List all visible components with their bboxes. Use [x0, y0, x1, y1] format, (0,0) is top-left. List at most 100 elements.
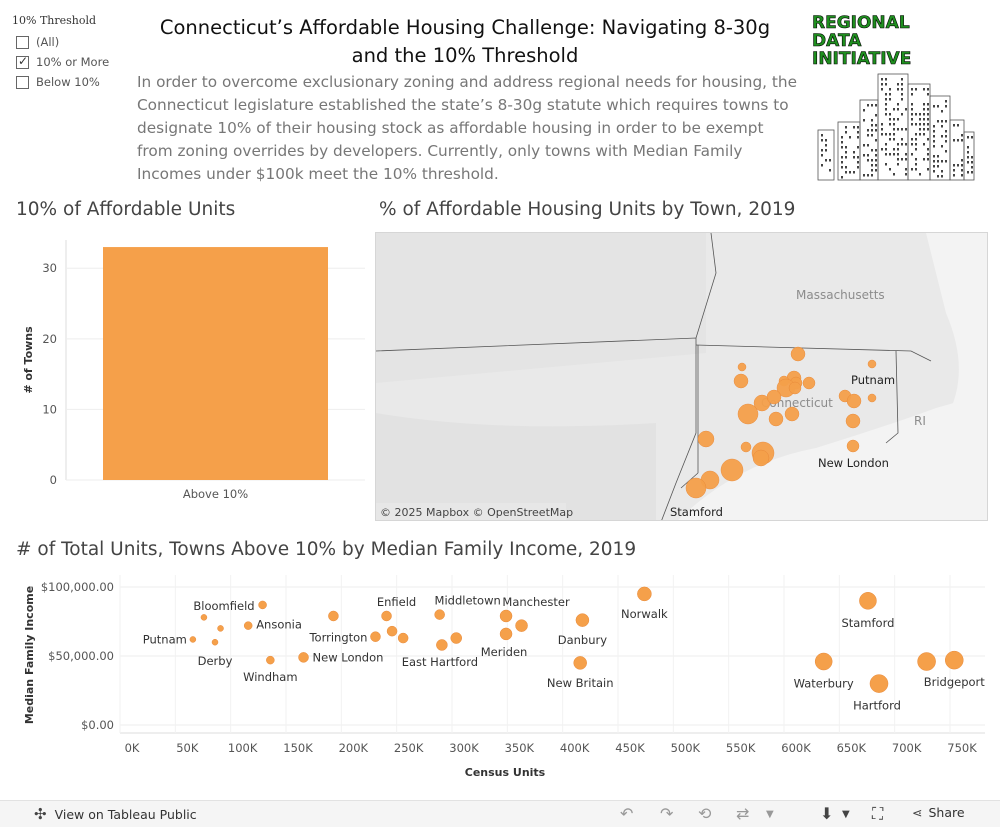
scatter-point[interactable]: [917, 652, 936, 671]
scatter-point[interactable]: [298, 652, 309, 663]
filter-option-below-10[interactable]: Below 10%: [16, 74, 100, 90]
map-town-bubble[interactable]: [845, 413, 861, 429]
filter-title: 10% Threshold: [12, 14, 97, 27]
scatter-point[interactable]: [189, 636, 197, 643]
scatter-point-label: Derby: [198, 654, 233, 668]
scatter-point[interactable]: [450, 632, 463, 644]
scatter-point[interactable]: [328, 610, 339, 622]
scatter-x-tick-label: 50K: [176, 741, 199, 755]
map-town-bubble[interactable]: [737, 362, 747, 372]
state-borders: [376, 233, 932, 520]
map-town-bubble[interactable]: [720, 458, 744, 482]
scatter-point[interactable]: [370, 631, 381, 642]
scatter-x-tick-label: 150K: [283, 741, 313, 755]
map-attribution: © 2025 Mapbox © OpenStreetMap: [380, 506, 573, 519]
map-town-bubble[interactable]: [752, 449, 770, 467]
scatter-point[interactable]: [869, 674, 889, 693]
scatter-x-tick-label: 700K: [892, 741, 922, 755]
scatter-x-axis-label: Census Units: [465, 766, 546, 779]
scatter-point-label: Meriden: [481, 645, 528, 659]
scatter-point[interactable]: [499, 627, 513, 641]
scatter-point[interactable]: [266, 655, 275, 665]
map-label-new-london: New London: [818, 456, 889, 470]
map-town-bubble[interactable]: [846, 439, 860, 453]
share-label: Share: [928, 805, 965, 820]
map-town-bubble[interactable]: [802, 376, 816, 390]
scatter-point[interactable]: [217, 625, 224, 632]
map-town-bubble[interactable]: [790, 346, 806, 362]
scatter-point-label: Bloomfield: [193, 599, 254, 613]
bar-y-tick-label: 10: [42, 402, 57, 416]
tableau-logo-icon: ✣: [34, 805, 47, 823]
chevron-down-icon[interactable]: ▼: [766, 809, 774, 820]
scatter-point[interactable]: [243, 621, 253, 630]
map-town-bubble[interactable]: [737, 403, 759, 425]
scatter-y-tick-label: $100,000.00: [41, 580, 114, 594]
revert-icon[interactable]: ⟲: [698, 804, 712, 823]
checkbox-all[interactable]: [16, 35, 29, 49]
filter-option-all[interactable]: (All): [16, 34, 59, 50]
scatter-point[interactable]: [637, 586, 652, 602]
bar-above-10-[interactable]: [103, 247, 328, 480]
view-on-tableau-public-link[interactable]: ✣ View on Tableau Public: [34, 805, 197, 823]
map-town-bubble[interactable]: [846, 393, 862, 409]
filter-option-10-or-more[interactable]: 10% or More: [16, 54, 109, 70]
scatter-point[interactable]: [211, 638, 219, 646]
scatter-x-tick-label: 0K: [125, 741, 140, 755]
map-town-bubble[interactable]: [784, 406, 800, 422]
checkbox-10-or-more[interactable]: [16, 54, 29, 69]
map-town-bubble[interactable]: [867, 393, 877, 403]
download-icon[interactable]: ⬇: [820, 804, 834, 823]
scatter-x-tick-label: 350K: [505, 741, 535, 755]
scatter-point[interactable]: [859, 592, 877, 610]
bar-y-axis-label: # of Towns: [22, 326, 35, 394]
scatter-y-axis-label: Median Family Income: [23, 586, 36, 724]
map-label-ri: RI: [914, 414, 926, 428]
map-town-bubble[interactable]: [733, 373, 749, 389]
scatter-point[interactable]: [386, 625, 398, 637]
scatter-x-tick-label: 450K: [615, 741, 645, 755]
map-svg: Massachusetts Connecticut RI Putnam New …: [376, 233, 987, 520]
scatter-point[interactable]: [200, 614, 208, 621]
map-town-bubble[interactable]: [766, 389, 782, 405]
scatter-x-tick-label: 550K: [726, 741, 756, 755]
scatter-point[interactable]: [515, 619, 528, 632]
map-town-bubble[interactable]: [867, 359, 877, 369]
map-town-bubble[interactable]: [740, 441, 752, 453]
intro-text: In order to overcome exclusionary zoning…: [137, 73, 798, 183]
scatter-point[interactable]: [436, 639, 448, 651]
filter-option-label: Below 10%: [36, 75, 100, 89]
scatter-point[interactable]: [381, 610, 392, 622]
logo-line: DATA: [812, 31, 862, 51]
scatter-point[interactable]: [434, 609, 445, 620]
scatter-point-label: Torrington: [308, 631, 367, 645]
map-town-bubble[interactable]: [685, 477, 707, 499]
fullscreen-icon[interactable]: ⛶: [872, 804, 884, 823]
scatter-point[interactable]: [573, 656, 587, 670]
scatter-point[interactable]: [499, 609, 513, 623]
redo-icon[interactable]: ↷: [660, 804, 674, 823]
map-view[interactable]: Massachusetts Connecticut RI Putnam New …: [375, 232, 988, 521]
scatter-point[interactable]: [814, 652, 833, 671]
scatter-point-label: New London: [313, 650, 384, 664]
bar-x-tick-label: Above 10%: [183, 487, 248, 501]
map-town-bubble[interactable]: [768, 411, 784, 427]
scatter-x-tick-label: 400K: [560, 741, 590, 755]
scatter-point[interactable]: [575, 613, 590, 627]
refresh-icon[interactable]: ⇄: [736, 804, 750, 823]
scatter-point-label: Waterbury: [794, 677, 854, 691]
scatter-point-label: Middletown: [435, 594, 501, 608]
chevron-down-icon[interactable]: ▼: [842, 809, 850, 820]
scatter-point-label: Putnam: [143, 632, 187, 646]
share-button[interactable]: ⋖ Share: [912, 805, 965, 820]
map-town-bubble[interactable]: [788, 381, 802, 395]
bar-y-tick-label: 30: [42, 261, 57, 275]
scatter-point[interactable]: [397, 632, 409, 644]
bar-chart-title: 10% of Affordable Units: [16, 199, 236, 220]
map-town-bubble[interactable]: [697, 430, 715, 448]
scatter-point[interactable]: [258, 600, 267, 610]
scatter-point[interactable]: [945, 650, 964, 670]
scatter-point-label: Enfield: [377, 595, 416, 609]
checkbox-below-10[interactable]: [16, 75, 29, 89]
undo-icon[interactable]: ↶: [620, 804, 634, 823]
